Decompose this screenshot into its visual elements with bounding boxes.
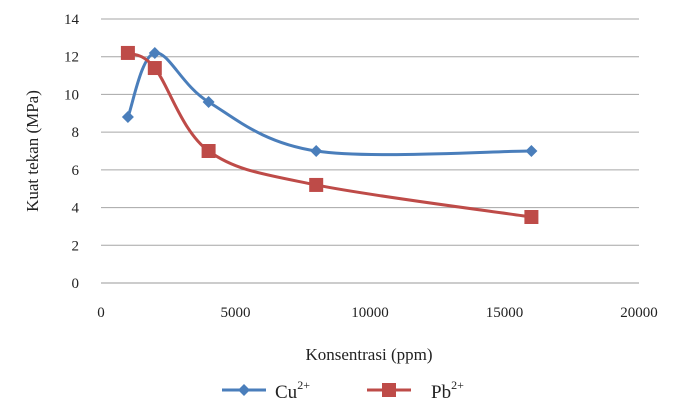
y-tick-label: 8 (72, 125, 80, 141)
legend-item-cu: Cu2+ (222, 378, 310, 400)
legend: Cu2+ Pb2+ (222, 378, 464, 400)
legend-marker (238, 384, 250, 396)
data-point-cu (148, 46, 161, 59)
x-tick-label: 0 (97, 305, 105, 321)
series-cu (121, 46, 538, 157)
data-point-pb (309, 177, 324, 192)
x-axis-title: Konsentrasi (ppm) (305, 345, 432, 364)
y-tick-label: 4 (72, 201, 80, 217)
y-tick-label: 14 (64, 12, 80, 28)
x-tick-label: 10000 (351, 305, 389, 321)
series-line-pb (127, 51, 532, 219)
data-point-cu (121, 111, 134, 124)
legend-label-superscript: 2+ (451, 378, 464, 392)
data-point-cu (202, 95, 215, 108)
series-layer (120, 45, 539, 224)
data-point-pb (524, 210, 539, 224)
legend-label: Cu2+ (275, 378, 310, 400)
x-tick-labels: 0 5000 10000 15000 20000 (97, 305, 658, 321)
data-point-cu (310, 145, 323, 157)
y-tick-label: 12 (64, 50, 79, 66)
gridlines (101, 18, 639, 246)
legend-label-superscript: 2+ (297, 378, 310, 392)
data-point-pb (147, 61, 162, 76)
legend-label: Pb2+ (431, 378, 464, 400)
y-tick-label: 10 (64, 87, 79, 103)
x-tick-label: 5000 (221, 305, 251, 321)
y-tick-label: 6 (72, 163, 80, 179)
x-tick-label: 20000 (620, 305, 658, 321)
x-tick-label: 15000 (486, 305, 524, 321)
legend-item-pb: Pb2+ (367, 378, 464, 400)
y-tick-label: 2 (72, 238, 80, 254)
data-point-pb (120, 45, 135, 60)
data-point-cu (525, 145, 538, 157)
y-axis-title: Kuat tekan (MPa) (23, 90, 42, 212)
series-pb (120, 45, 539, 224)
legend-marker (382, 383, 396, 397)
y-tick-label: 0 (72, 276, 80, 292)
y-tick-labels: 0 2 4 6 8 10 12 14 (64, 12, 80, 292)
series-line-cu (126, 51, 532, 157)
data-point-pb (201, 144, 216, 158)
